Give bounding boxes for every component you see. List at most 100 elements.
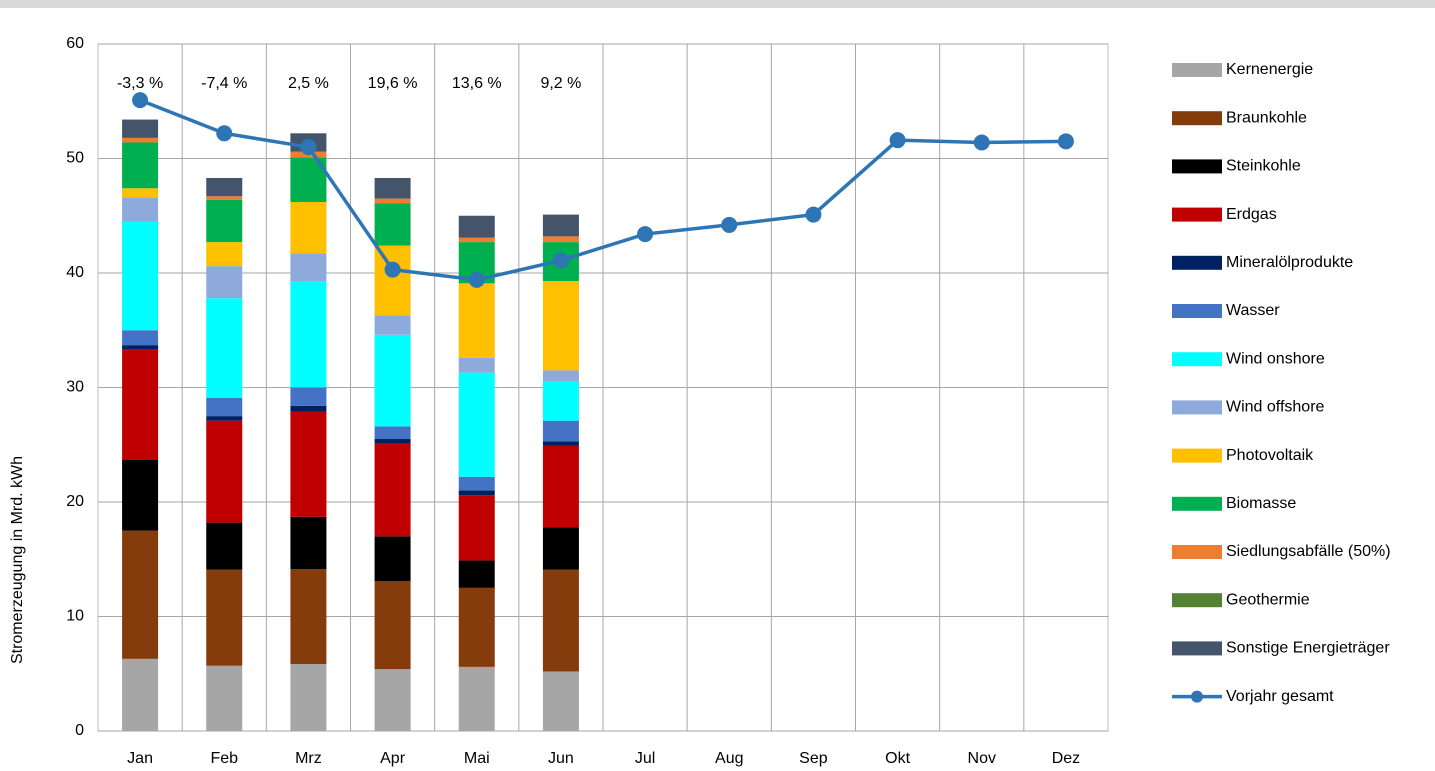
- bar-segment: [542, 214, 579, 237]
- bar-segment: [290, 253, 327, 282]
- bar-segment: [374, 315, 411, 335]
- change-label: 19,6 %: [368, 75, 418, 92]
- bar-segment: [122, 137, 159, 143]
- legend-marker: [1191, 690, 1203, 703]
- bar-segment: [374, 245, 411, 316]
- bar-segment: [206, 416, 243, 421]
- legend-swatch: [1172, 641, 1222, 656]
- change-label: 2,5 %: [288, 75, 329, 92]
- line-marker: [300, 139, 317, 156]
- bar-segment: [458, 490, 495, 496]
- bar-segment: [374, 177, 411, 199]
- legend-label: Siedlungsabfälle (50%): [1226, 543, 1391, 560]
- x-tick-label: Jan: [127, 750, 153, 767]
- bar-segment: [290, 405, 327, 412]
- change-label: 9,2 %: [540, 75, 581, 92]
- change-label: -7,4 %: [201, 75, 247, 92]
- x-tick-label: Dez: [1052, 750, 1080, 767]
- legend-swatch: [1172, 159, 1222, 174]
- bar-segment: [206, 569, 243, 666]
- bar-segment: [374, 426, 411, 440]
- top-strip: [0, 0, 1435, 8]
- line-marker: [216, 125, 233, 142]
- bar-segment: [206, 177, 243, 197]
- bar-segment: [206, 196, 243, 200]
- legend-label: Photovoltaik: [1226, 447, 1314, 464]
- legend-swatch: [1172, 111, 1222, 126]
- line: [139, 98, 1066, 282]
- bar-segment: [206, 266, 243, 299]
- bar-segment: [206, 665, 243, 731]
- legend-swatch: [1172, 496, 1222, 511]
- x-tick-label: Jul: [635, 750, 655, 767]
- bar-segment: [206, 242, 243, 267]
- change-label: -3,3 %: [117, 75, 163, 92]
- bar-segment: [458, 283, 495, 358]
- bar-segment: [290, 664, 327, 731]
- legend-label: Sonstige Energieträger: [1226, 640, 1390, 657]
- bar-segment: [458, 237, 495, 243]
- bar-segment: [458, 372, 495, 477]
- bar-segment: [542, 381, 579, 421]
- bar-segment: [374, 203, 411, 246]
- y-tick-label: 50: [66, 150, 84, 167]
- bar-segment: [542, 420, 579, 442]
- bar-segment: [374, 198, 411, 204]
- line-marker: [721, 216, 738, 233]
- legend-label: Wasser: [1226, 302, 1280, 319]
- y-tick-label: 60: [66, 35, 84, 52]
- line-marker: [1057, 133, 1074, 150]
- y-tick-label: 0: [75, 722, 84, 739]
- legend-label: Wind offshore: [1226, 399, 1325, 416]
- bar-segment: [122, 345, 159, 350]
- line-marker: [384, 261, 401, 278]
- x-tick-label: Mai: [464, 750, 490, 767]
- legend-swatch: [1172, 304, 1222, 318]
- bar-segment: [122, 221, 159, 331]
- bar-segment: [374, 439, 411, 444]
- bar-segment: [122, 658, 159, 731]
- legend-label: Braunkohle: [1226, 109, 1307, 126]
- y-tick-label: 40: [66, 264, 84, 281]
- line-marker: [889, 132, 906, 149]
- bar-segment: [458, 666, 495, 731]
- bar-segment: [206, 420, 243, 523]
- line-marker: [552, 252, 569, 269]
- bar-segment: [542, 569, 579, 672]
- bar-segment: [290, 411, 327, 517]
- line-marker: [805, 206, 822, 223]
- line-marker: [468, 271, 485, 288]
- line-marker: [973, 134, 990, 151]
- bar-segment: [374, 581, 411, 670]
- x-tick-label: Aug: [715, 750, 743, 767]
- bar-segment: [458, 215, 495, 238]
- y-tick-label: 20: [66, 493, 84, 510]
- legend-swatch: [1172, 63, 1222, 77]
- legend-swatch: [1172, 545, 1222, 559]
- bar-segment: [290, 387, 327, 406]
- bar-segment: [122, 459, 159, 531]
- legend-swatch: [1172, 400, 1222, 415]
- y-tick-label: 10: [66, 608, 84, 625]
- bar-segment: [458, 587, 495, 667]
- legend-label: Mineralölprodukte: [1226, 254, 1353, 271]
- bar-segment: [374, 536, 411, 582]
- bar-segment: [206, 397, 243, 417]
- bar-segment: [374, 669, 411, 731]
- x-tick-label: Sep: [799, 750, 828, 767]
- legend-label: Biomasse: [1226, 495, 1296, 512]
- y-axis-label: Stromerzeugung in Mrd. kWh: [9, 456, 26, 664]
- line-marker: [132, 92, 149, 109]
- legend-label: Kernenergie: [1226, 61, 1313, 78]
- bar-segment: [542, 441, 579, 446]
- legend-label: Wind onshore: [1226, 350, 1325, 367]
- bar-segment: [542, 236, 579, 243]
- bar-segment: [458, 357, 495, 373]
- bar-segment: [290, 516, 327, 569]
- bar-segment: [290, 568, 327, 665]
- line-marker: [637, 226, 654, 243]
- x-tick-label: Mrz: [295, 750, 322, 767]
- x-tick-label: Feb: [210, 750, 238, 767]
- bar-segment: [122, 530, 159, 659]
- bar-segment: [458, 495, 495, 561]
